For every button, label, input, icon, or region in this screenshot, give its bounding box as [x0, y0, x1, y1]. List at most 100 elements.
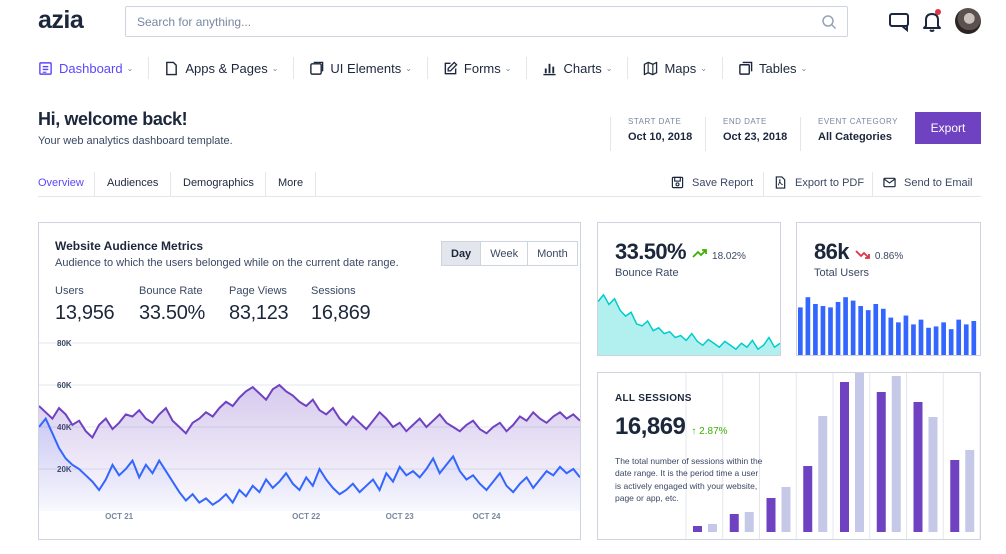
session-bar — [965, 450, 975, 532]
users-bar — [963, 324, 969, 355]
layers-icon — [310, 61, 324, 75]
page-title: Hi, welcome back! — [38, 109, 188, 129]
logo[interactable]: azia — [38, 6, 84, 34]
edit-icon — [444, 60, 458, 74]
series-line-blue — [39, 416, 580, 506]
users-bar — [843, 297, 848, 355]
session-bar — [840, 382, 849, 532]
stat-bounce-rate: Bounce Rate 33.50% — [139, 285, 205, 325]
nav-maps[interactable]: Maps ⌄ — [627, 57, 722, 79]
stat-label: Page Views — [229, 285, 287, 297]
mail-icon — [883, 177, 896, 188]
tab-overview[interactable]: Overview — [38, 177, 84, 189]
map-icon — [644, 61, 658, 75]
trend-up-icon — [692, 249, 707, 258]
start-date-label: START DATE — [628, 117, 682, 126]
nav-tables[interactable]: Tables ⌄ — [721, 57, 822, 79]
users-bar — [858, 306, 864, 355]
start-date-value: Oct 10, 2018 — [628, 131, 693, 143]
sessions-change: ↑ 2.87% — [691, 426, 728, 437]
nav-forms[interactable]: Forms ⌄ — [426, 57, 527, 79]
session-bar — [891, 376, 901, 532]
nav-apps-pages[interactable]: Apps & Pages ⌄ — [148, 57, 293, 79]
session-bar — [708, 524, 717, 532]
end-date-label: END DATE — [723, 117, 767, 126]
range-week-button[interactable]: Week — [480, 242, 528, 265]
users-bar — [828, 307, 833, 355]
users-bar — [835, 301, 841, 355]
chat-icon[interactable] — [888, 9, 912, 33]
users-bar — [880, 308, 886, 355]
save-report-button[interactable]: Save Report — [661, 172, 753, 196]
users-bar — [805, 297, 811, 355]
users-bar — [850, 300, 856, 355]
bounce-rate-change: 18.02% — [712, 251, 746, 262]
users-bar — [911, 324, 916, 355]
tab-audiences[interactable]: Audiences — [94, 172, 170, 196]
stat-sessions: Sessions 16,869 — [311, 285, 371, 325]
sessions-bar-chart — [685, 373, 980, 539]
export-pdf-button[interactable]: Export to PDF — [763, 172, 864, 196]
users-bar — [941, 322, 946, 355]
page-subtitle: Your web analytics dashboard template. — [38, 135, 233, 147]
x-tick-label: OCT 24 — [472, 512, 501, 521]
users-bar — [820, 306, 826, 355]
trend-down-icon — [855, 250, 870, 259]
search-bar[interactable] — [125, 6, 848, 37]
range-toggle: Day Week Month — [441, 241, 578, 266]
total-users-label: Total Users — [814, 267, 870, 279]
users-bar — [903, 315, 909, 355]
nav-ui-elements[interactable]: UI Elements ⌄ — [293, 57, 427, 79]
metrics-title: Website Audience Metrics — [55, 239, 204, 253]
start-date[interactable]: START DATE Oct 10, 2018 — [610, 117, 692, 151]
tab-more[interactable]: More — [265, 172, 317, 196]
export-button[interactable]: Export — [915, 112, 981, 144]
sessions-description: The total number of sessions within the … — [615, 456, 763, 503]
range-month-button[interactable]: Month — [527, 242, 577, 265]
session-bar — [803, 466, 813, 532]
avatar[interactable] — [955, 8, 981, 34]
users-bar — [873, 304, 879, 355]
users-bar — [813, 304, 818, 355]
nav-label: Maps — [664, 60, 697, 76]
send-email-label: Send to Email — [904, 177, 973, 189]
nav-label: Tables — [758, 60, 797, 76]
sparkline-area — [598, 294, 780, 355]
users-bar — [798, 307, 803, 355]
end-date[interactable]: END DATE Oct 23, 2018 — [705, 117, 787, 151]
bounce-rate-label: Bounce Rate — [615, 267, 679, 279]
session-bar — [693, 526, 702, 532]
series-area — [39, 418, 580, 511]
session-bar — [928, 417, 938, 532]
tab-demographics[interactable]: Demographics — [170, 172, 266, 196]
save-report-label: Save Report — [692, 177, 754, 189]
export-pdf-label: Export to PDF — [795, 177, 865, 189]
stat-value: 33.50% — [139, 302, 206, 324]
nav-dashboard[interactable]: Dashboard ⌄ — [38, 57, 148, 79]
range-day-button[interactable]: Day — [442, 242, 481, 265]
x-tick-label: OCT 21 — [105, 512, 134, 521]
bar-chart-icon — [543, 63, 557, 75]
event-category[interactable]: EVENT CATEGORY All Categories — [800, 117, 898, 151]
send-email-button[interactable]: Send to Email — [872, 172, 972, 196]
session-bar — [729, 514, 739, 532]
sessions-value: 16,869 — [615, 413, 686, 440]
search-input[interactable] — [126, 7, 806, 36]
users-bar — [948, 329, 954, 355]
tab-bar: Overview Audiences Demographics More Sav… — [38, 172, 981, 197]
users-bar — [918, 319, 924, 355]
stat-label: Sessions — [311, 285, 356, 297]
bell-icon[interactable] — [920, 9, 944, 33]
session-bar — [744, 512, 754, 532]
search-icon[interactable] — [821, 14, 837, 30]
nav-label: Dashboard — [59, 60, 123, 76]
pdf-icon — [775, 176, 786, 189]
session-bar — [855, 373, 864, 532]
stat-value: 13,956 — [55, 302, 115, 324]
bounce-rate-sparkline — [598, 293, 780, 355]
y-tick-label: 80K — [57, 339, 72, 348]
users-bar — [933, 326, 939, 355]
session-bar — [766, 498, 776, 532]
nav-charts[interactable]: Charts ⌄ — [526, 57, 627, 79]
